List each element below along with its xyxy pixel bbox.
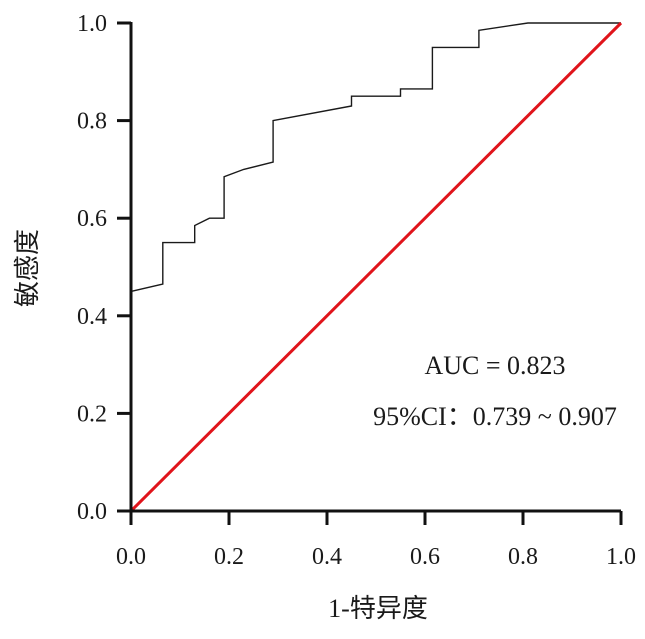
- axes-layer: [129, 22, 621, 513]
- roc-curve-line: [130, 22, 621, 511]
- series-layer: [129, 21, 623, 513]
- x-tick-label: 0.4: [312, 544, 342, 570]
- auc-annotation: AUC = 0.823: [424, 351, 565, 380]
- x-tick-label: 0.8: [508, 544, 538, 570]
- y-axis-title: 敏感度: [13, 229, 42, 307]
- ci-annotation: 95%CI：0.739 ~ 0.907: [373, 402, 617, 431]
- y-tick-label: 0.8: [77, 109, 107, 135]
- x-tick-label: 0.2: [214, 544, 244, 570]
- reference-diagonal-line: [129, 21, 623, 513]
- ticks-layer: 0.0 0.2 0.4 0.6 0.8 1.0 0.0 0.2 0.4 0.6 0.8 1.0: [77, 11, 636, 570]
- x-axis-title: 1-特异度: [328, 594, 428, 623]
- x-tick-label: 0.6: [410, 544, 440, 570]
- y-tick-label: 1.0: [77, 11, 107, 37]
- y-tick-label: 0.4: [77, 304, 107, 330]
- y-tick-label: 0.6: [77, 206, 107, 232]
- x-tick-label: 1.0: [606, 544, 636, 570]
- x-tick-label: 0.0: [116, 544, 146, 570]
- y-tick-label: 0.0: [77, 499, 107, 525]
- y-tick-label: 0.2: [77, 401, 107, 427]
